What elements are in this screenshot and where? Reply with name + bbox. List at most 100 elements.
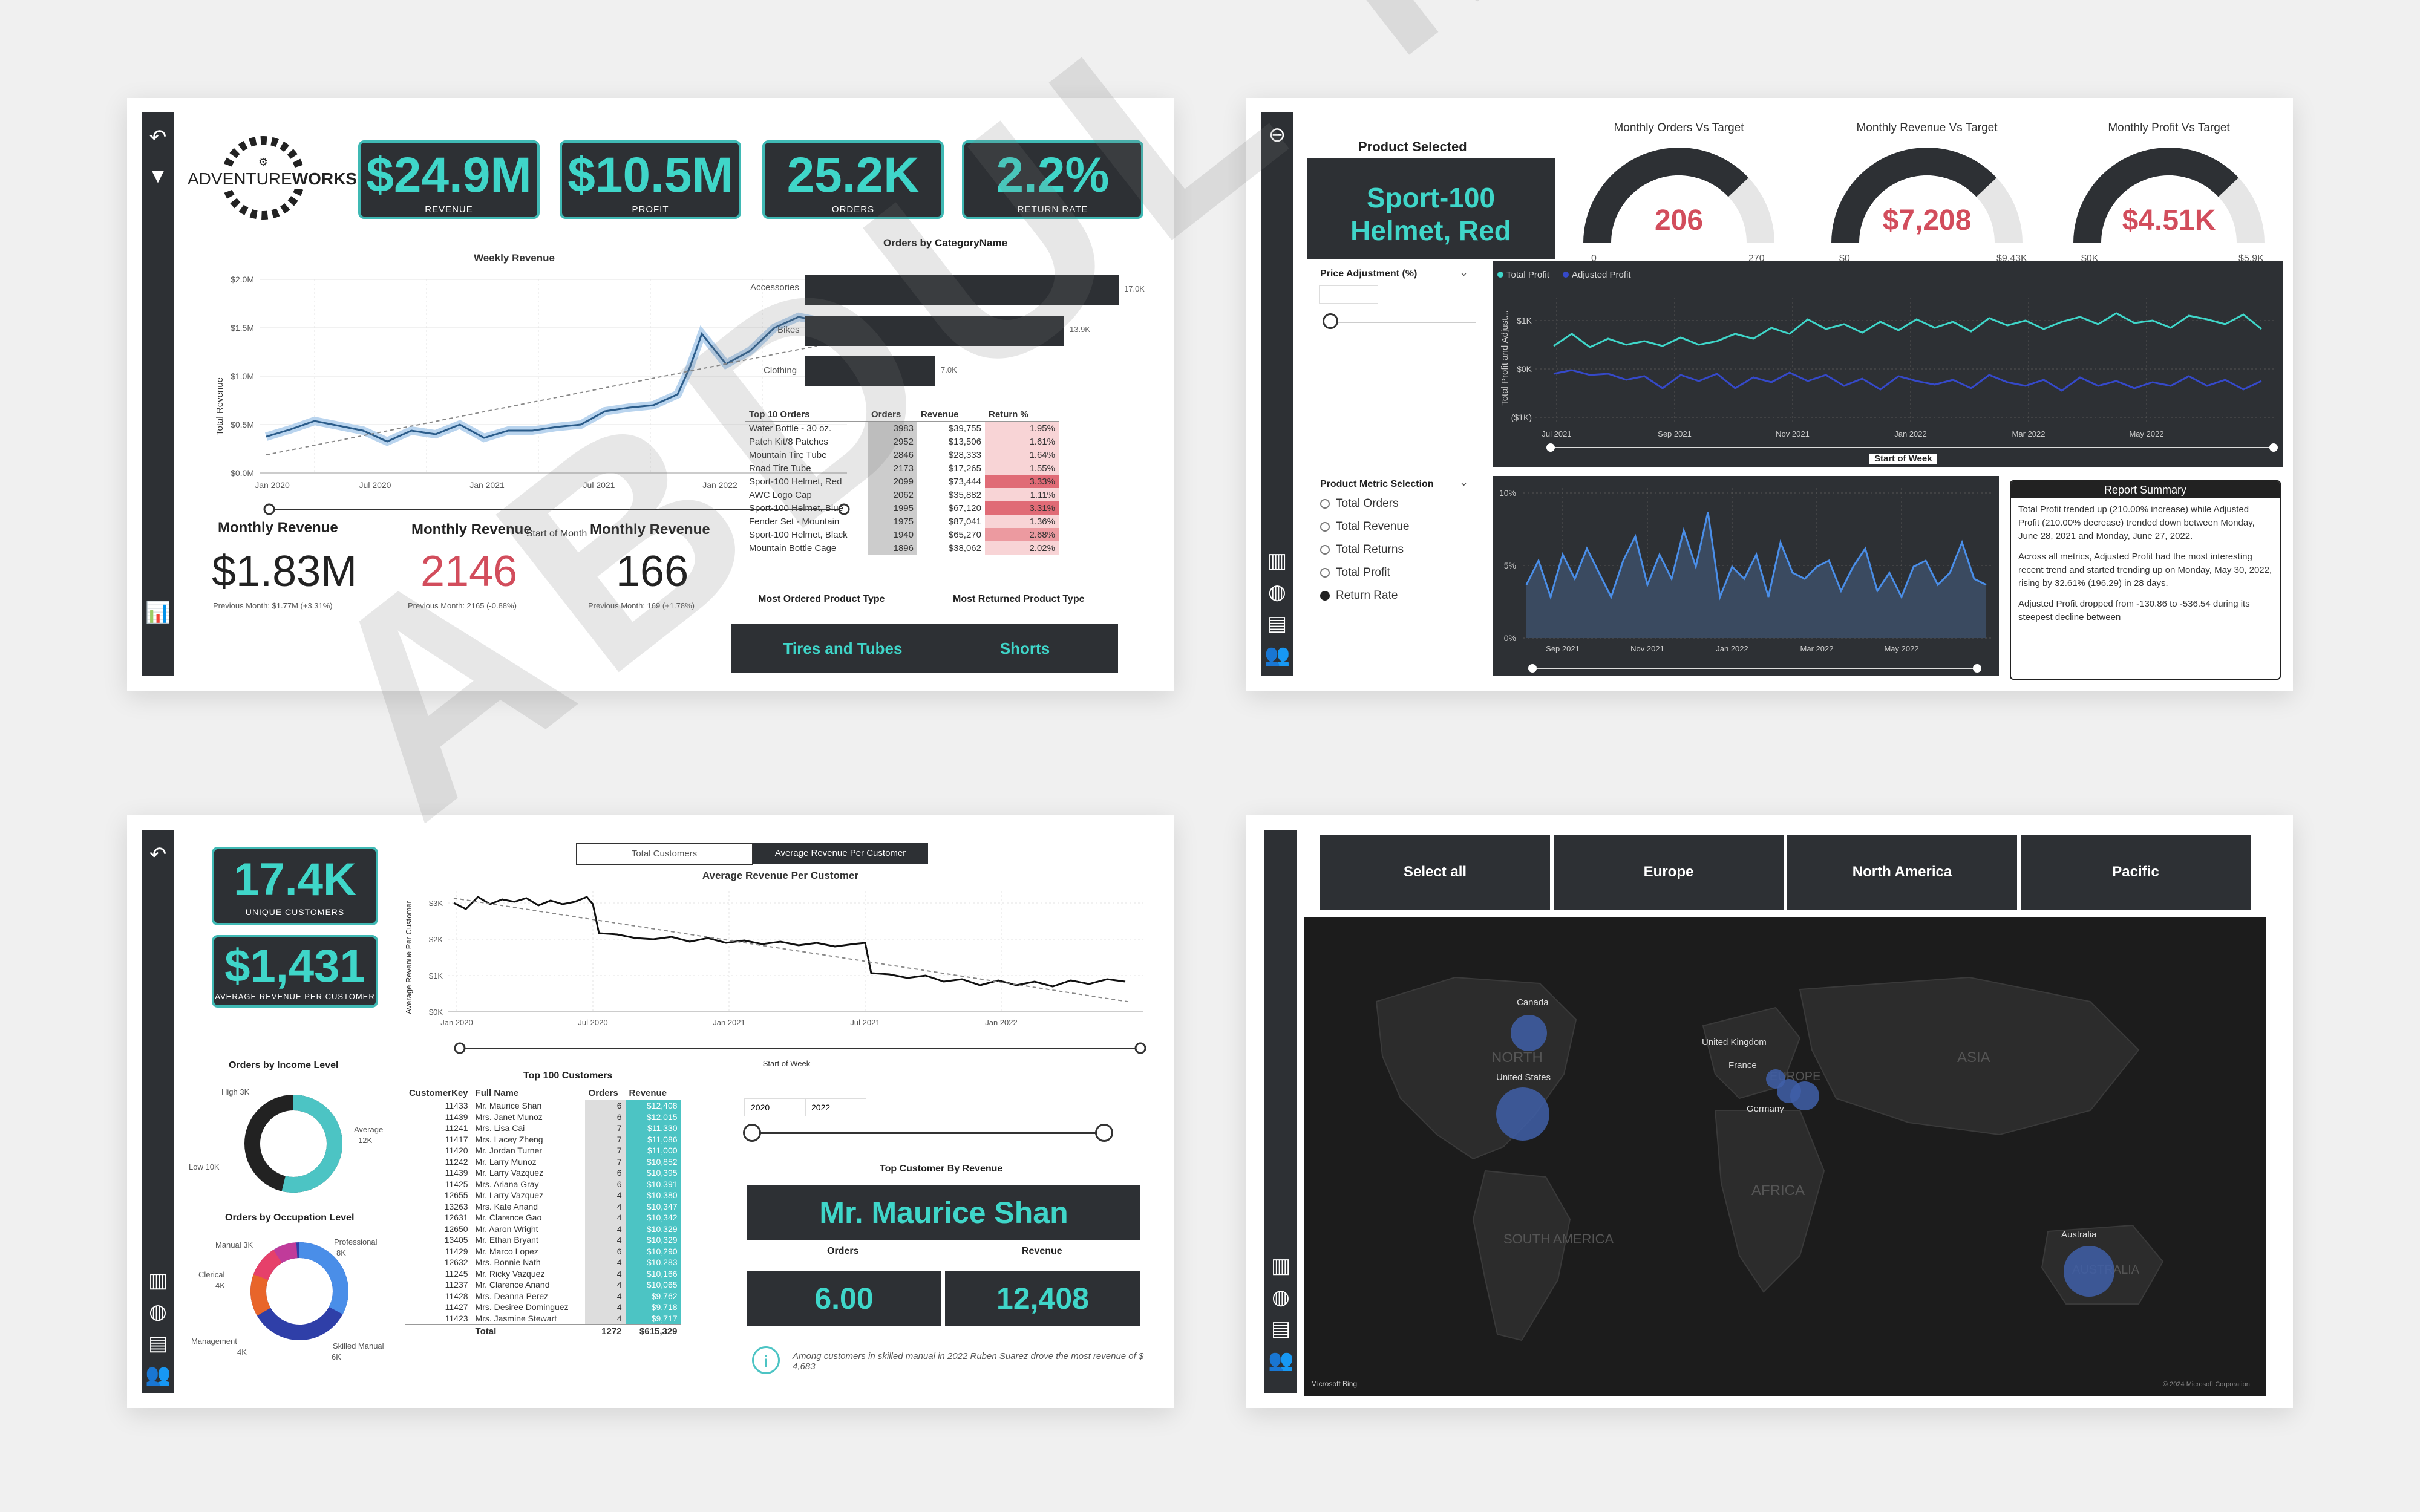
radio-icon[interactable]: [1320, 498, 1330, 509]
users-icon[interactable]: 👥: [145, 1363, 171, 1386]
bubble-germany[interactable]: [1790, 1081, 1819, 1110]
range-slider-end[interactable]: [1973, 664, 1981, 673]
radio-icon[interactable]: [1320, 521, 1330, 532]
region-pacific[interactable]: Pacific: [2021, 835, 2251, 910]
col-header[interactable]: Return %: [985, 408, 1059, 422]
table-row[interactable]: 11439 Mrs. Janet Munoz 6 $12,015: [405, 1111, 681, 1123]
table-row[interactable]: 13263 Mrs. Kate Anand 4 $10,347: [405, 1201, 681, 1212]
range-slider-end[interactable]: [838, 503, 850, 515]
category-bar[interactable]: [805, 356, 935, 386]
users-icon[interactable]: 👥: [1264, 644, 1290, 666]
category-bar[interactable]: [805, 275, 1119, 305]
table-row[interactable]: Road Tire Tube 2173 $17,265 1.55%: [745, 461, 1059, 475]
col-header[interactable]: Top 10 Orders: [745, 408, 868, 422]
table-row[interactable]: Sport-100 Helmet, Red 2099 $73,444 3.33%: [745, 475, 1059, 488]
world-map[interactable]: NORTH SOUTH AMERICA ASIA AFRICA EUROPE A…: [1304, 917, 2266, 1396]
filter-icon[interactable]: ▼: [148, 165, 168, 187]
back-icon[interactable]: ↶: [149, 126, 167, 149]
year-to-input[interactable]: 2022: [805, 1098, 866, 1116]
table-row[interactable]: Patch Kit/8 Patches 2952 $13,506 1.61%: [745, 435, 1059, 448]
metric-option[interactable]: Total Revenue: [1320, 520, 1409, 533]
chart-icon[interactable]: ▥: [148, 1269, 168, 1292]
price-slider-track[interactable]: [1328, 322, 1476, 323]
price-adjustment-input[interactable]: [1319, 285, 1378, 304]
box-icon[interactable]: ▤: [148, 1332, 168, 1355]
region-select-all[interactable]: Select all: [1320, 835, 1550, 910]
table-row[interactable]: 11417 Mrs. Lacey Zheng 7 $11,086: [405, 1133, 681, 1145]
table-row[interactable]: 11420 Mr. Jordan Turner 7 $11,000: [405, 1145, 681, 1156]
table-row[interactable]: 11425 Mrs. Ariana Gray 6 $10,391: [405, 1178, 681, 1190]
category-bar[interactable]: [805, 316, 1064, 346]
col-header[interactable]: Revenue: [917, 408, 985, 422]
table-row[interactable]: 11245 Mr. Ricky Vazquez 4 $10,166: [405, 1268, 681, 1279]
year-from-input[interactable]: 2020: [744, 1098, 806, 1116]
table-row[interactable]: Water Bottle - 30 oz. 3983 $39,755 1.95%: [745, 421, 1059, 435]
table-row[interactable]: AWC Logo Cap 2062 $35,882 1.11%: [745, 488, 1059, 501]
table-row[interactable]: 11242 Mr. Larry Munoz 7 $10,852: [405, 1156, 681, 1167]
chart-icon[interactable]: ▥: [1270, 1254, 1291, 1277]
table-row[interactable]: 12631 Mr. Clarence Gao 4 $10,342: [405, 1212, 681, 1224]
table-row[interactable]: 11241 Mrs. Lisa Cai 7 $11,330: [405, 1123, 681, 1134]
table-row[interactable]: 13405 Mr. Ethan Bryant 4 $10,329: [405, 1234, 681, 1246]
box-icon[interactable]: ▤: [1270, 1317, 1291, 1340]
price-slider-handle[interactable]: [1323, 313, 1338, 329]
bubble-canada[interactable]: [1511, 1015, 1547, 1051]
metric-option[interactable]: Return Rate: [1320, 589, 1398, 602]
globe-icon[interactable]: ◍: [1268, 581, 1286, 604]
col-header[interactable]: Full Name: [471, 1086, 585, 1100]
col-header[interactable]: CustomerKey: [405, 1086, 472, 1100]
table-row[interactable]: 11237 Mr. Clarence Anand 4 $10,065: [405, 1279, 681, 1291]
chart-icon[interactable]: 📊: [145, 601, 171, 624]
table-row[interactable]: 12655 Mr. Larry Vazquez 4 $10,380: [405, 1190, 681, 1201]
table-row[interactable]: 12632 Mrs. Bonnie Nath 4 $10,283: [405, 1257, 681, 1268]
table-row[interactable]: Mountain Bottle Cage 1896 $38,062 2.02%: [745, 541, 1059, 555]
table-row[interactable]: 11433 Mr. Maurice Shan 6 $12,408: [405, 1100, 681, 1112]
globe-icon[interactable]: ◍: [1272, 1286, 1290, 1309]
table-row[interactable]: 11427 Mrs. Desiree Dominguez 4 $9,718: [405, 1302, 681, 1313]
radio-icon[interactable]: [1320, 567, 1330, 578]
table-row[interactable]: Sport-100 Helmet, Black 1940 $65,270 2.68%: [745, 528, 1059, 541]
table-row[interactable]: 11423 Mrs. Jasmine Stewart 4 $9,717: [405, 1312, 681, 1325]
table-row[interactable]: 11429 Mr. Marco Lopez 6 $10,290: [405, 1245, 681, 1257]
region-north-america[interactable]: North America: [1787, 835, 2017, 910]
chevron-down-icon[interactable]: ⌄: [1459, 266, 1469, 278]
users-icon[interactable]: 👥: [1268, 1349, 1294, 1372]
table-row[interactable]: Sport-100 Helmet, Blue 1995 $67,120 3.31%: [745, 501, 1059, 515]
chevron-down-icon[interactable]: ⌄: [1459, 476, 1469, 488]
col-header[interactable]: Revenue: [625, 1086, 681, 1100]
metric-option[interactable]: Total Returns: [1320, 543, 1404, 556]
range-slider-start[interactable]: [1528, 664, 1537, 673]
range-slider-start[interactable]: [1546, 443, 1555, 452]
table-row[interactable]: 11439 Mr. Larry Vazquez 6 $10,395: [405, 1167, 681, 1179]
radio-icon[interactable]: [1320, 590, 1330, 601]
range-slider-start[interactable]: [263, 503, 275, 515]
bubble-australia[interactable]: [2064, 1246, 2114, 1297]
box-icon[interactable]: ▤: [1267, 612, 1287, 635]
table-row[interactable]: Mountain Tire Tube 2846 $28,333 1.64%: [745, 448, 1059, 461]
range-slider-end[interactable]: [2269, 443, 2278, 452]
region-europe[interactable]: Europe: [1554, 835, 1784, 910]
col-header[interactable]: Orders: [868, 408, 917, 422]
back-icon[interactable]: ⊖: [1268, 123, 1286, 146]
chart-icon[interactable]: ▥: [1267, 549, 1287, 572]
metric-option[interactable]: Total Profit: [1320, 566, 1390, 579]
most-ordered-card: Tires and Tubes: [731, 624, 955, 673]
year-slider-end[interactable]: [1095, 1124, 1113, 1142]
radio-icon[interactable]: [1320, 544, 1330, 555]
table-row[interactable]: 12650 Mr. Aaron Wright 4 $10,329: [405, 1223, 681, 1234]
toggle-avg-revenue[interactable]: Average Revenue Per Customer: [753, 843, 928, 864]
range-slider-start[interactable]: [454, 1042, 466, 1054]
table-row[interactable]: 11428 Mrs. Deanna Perez 4 $9,762: [405, 1290, 681, 1302]
col-header[interactable]: Orders: [584, 1086, 626, 1100]
back-icon[interactable]: ↶: [149, 843, 167, 866]
top10-orders-table: Top 10 Orders Orders Revenue Return % Wa…: [745, 408, 1059, 555]
year-slider-track[interactable]: [751, 1132, 1102, 1134]
toggle-total-customers[interactable]: Total Customers: [576, 843, 753, 865]
bubble-united-states[interactable]: [1496, 1087, 1549, 1141]
most-ordered-title: Most Ordered Product Type: [758, 594, 885, 604]
metric-option[interactable]: Total Orders: [1320, 497, 1398, 510]
table-row[interactable]: Fender Set - Mountain 1975 $87,041 1.36%: [745, 515, 1059, 528]
year-slider-start[interactable]: [743, 1124, 761, 1142]
range-slider-end[interactable]: [1134, 1042, 1146, 1054]
globe-icon[interactable]: ◍: [149, 1300, 167, 1323]
